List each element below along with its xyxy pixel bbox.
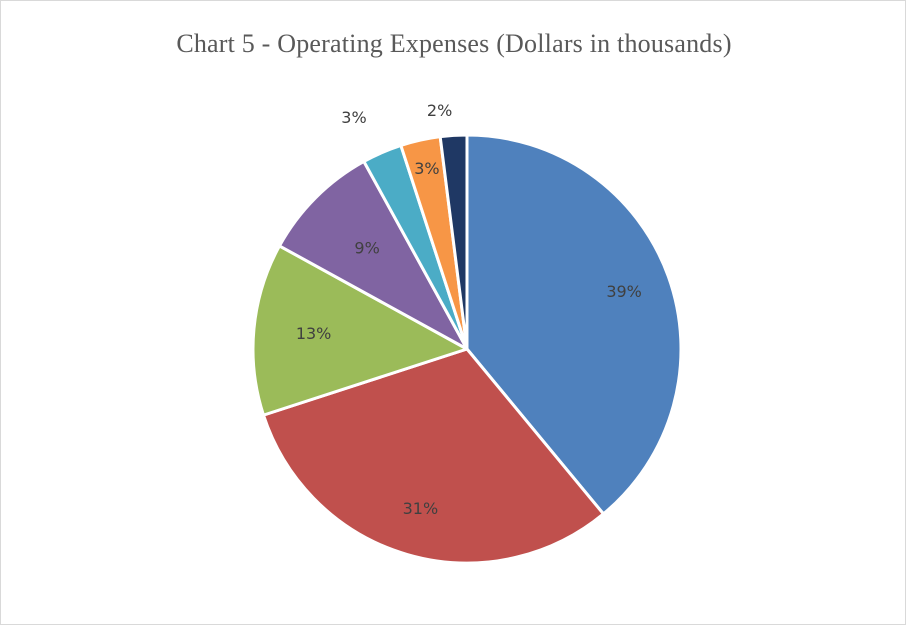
slice-label: 13% <box>296 324 332 343</box>
chart-title: Chart 5 - Operating Expenses (Dollars in… <box>176 29 732 58</box>
pie-slice <box>277 159 469 351</box>
pie-slice <box>438 133 469 351</box>
pie-slice <box>465 133 683 516</box>
slice-label: 31% <box>403 499 439 518</box>
slice-label: 3% <box>414 159 439 178</box>
pie-slice <box>251 244 469 417</box>
slice-label: 9% <box>354 239 379 258</box>
slice-label: 39% <box>606 282 642 301</box>
slice-label: 3% <box>341 108 366 127</box>
pie-slice <box>261 347 605 565</box>
slice-label: 2% <box>427 101 452 120</box>
